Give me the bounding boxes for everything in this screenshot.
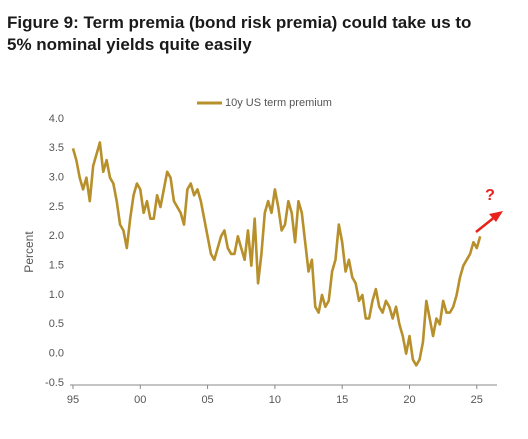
chart-title: 5% nominal yields quite easily bbox=[7, 35, 252, 54]
x-tick-label: 10 bbox=[269, 394, 281, 406]
line bbox=[71, 141, 482, 367]
annotation: ? bbox=[485, 187, 495, 204]
chart-title: Figure 9: Term premia (bond risk premia)… bbox=[7, 13, 471, 32]
y-tick-label: 0.5 bbox=[49, 318, 64, 330]
y-tick-label: 3.5 bbox=[49, 142, 64, 154]
y-axis-label: Percent bbox=[22, 231, 36, 273]
arrow bbox=[475, 211, 503, 233]
y-tick-label: 3.0 bbox=[49, 172, 64, 184]
y-tick-label: 2.0 bbox=[49, 230, 64, 242]
x-tick-label: 00 bbox=[134, 394, 146, 406]
legend-label: 10y US term premium bbox=[225, 97, 332, 109]
x-tick-label: 95 bbox=[67, 394, 79, 406]
x-tick-label: 15 bbox=[336, 394, 348, 406]
y-tick-label: 0.0 bbox=[49, 348, 64, 360]
y-tick-label: 1.5 bbox=[49, 260, 64, 272]
y-tick-label: -0.5 bbox=[45, 377, 64, 389]
x-tick-label: 05 bbox=[201, 394, 213, 406]
x-tick-label: 20 bbox=[403, 394, 415, 406]
y-tick-label: 1.0 bbox=[49, 289, 64, 301]
y-tick-label: 4.0 bbox=[49, 113, 64, 125]
x-tick-label: 25 bbox=[471, 394, 483, 406]
y-tick-label: 2.5 bbox=[49, 201, 64, 213]
